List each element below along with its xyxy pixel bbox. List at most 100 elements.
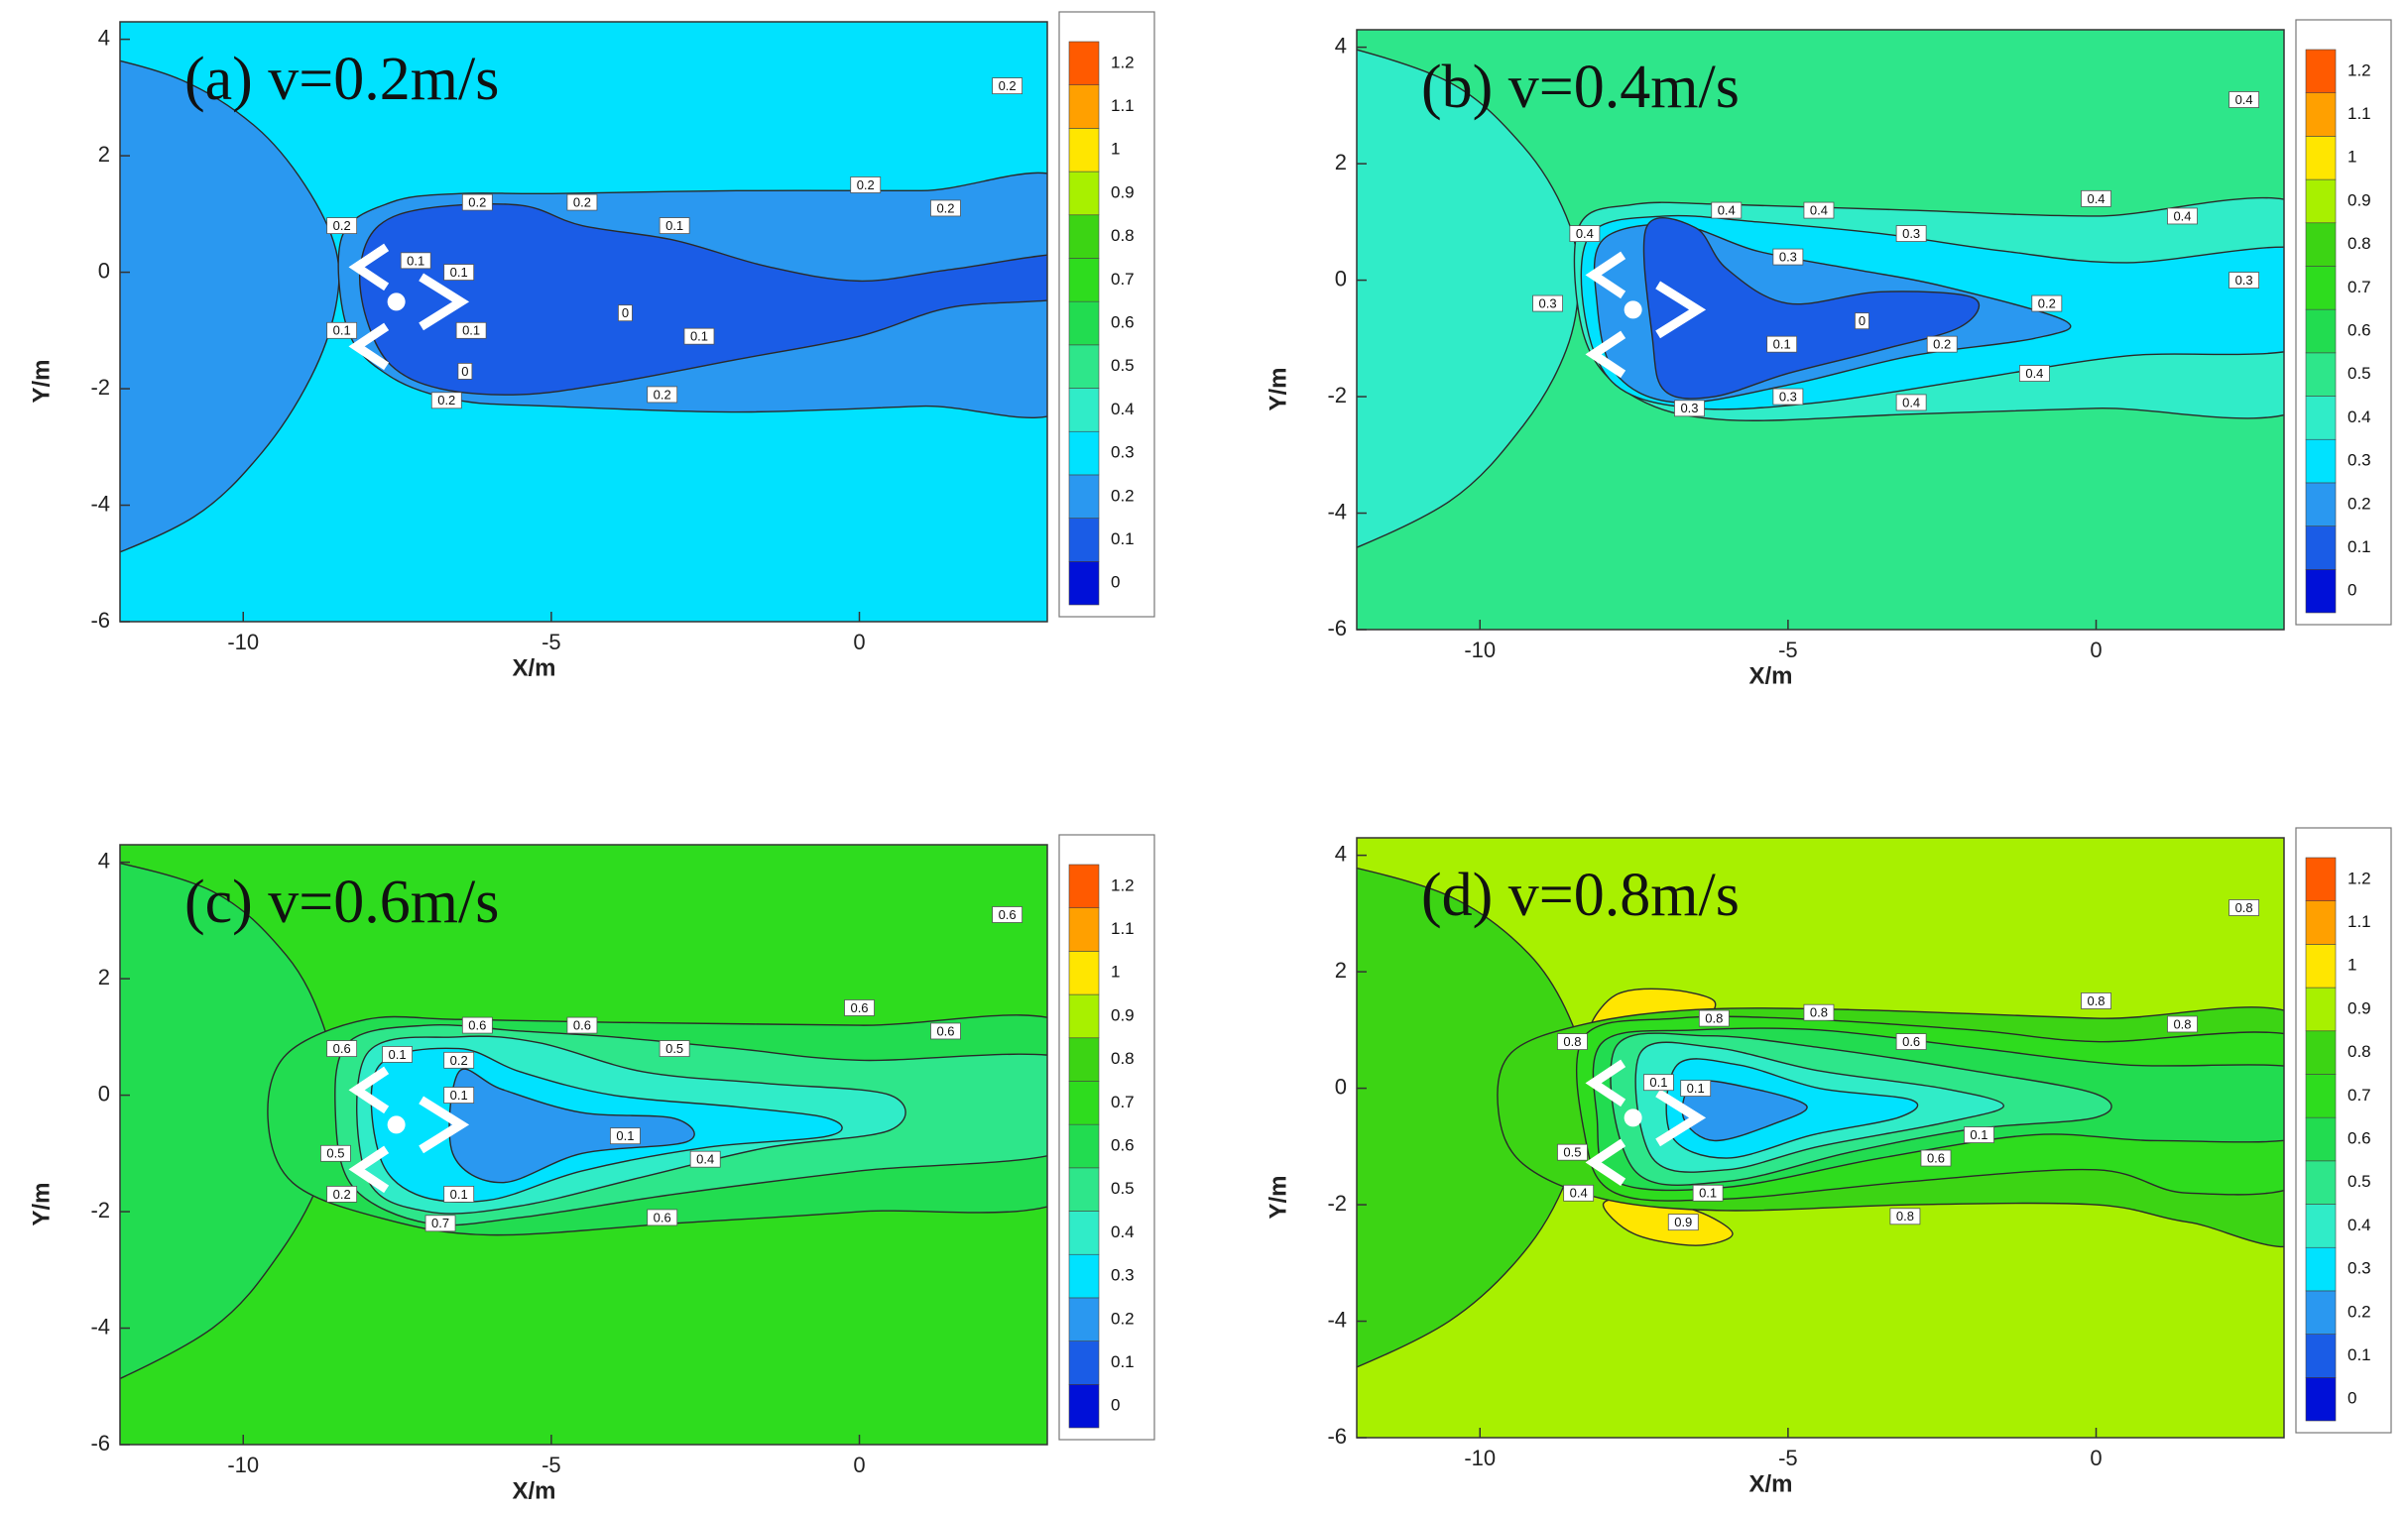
contour-label-box — [443, 264, 475, 281]
contour-label-box — [326, 1040, 358, 1057]
panel: 0.60.60.60.60.60.6 0.50.1 0.20.10.10.40.10… — [28, 834, 1155, 1504]
panel-title: (b) v=0.4m/s — [1421, 54, 1740, 121]
colorbar-label: 0.1 — [1111, 529, 1135, 548]
y-tick-label: 2 — [98, 965, 110, 990]
contour-label: 0.2 — [468, 195, 486, 210]
colorbar-label: 0.1 — [1111, 1352, 1135, 1371]
x-tick-label: -10 — [1464, 638, 1496, 662]
contour-label-box — [457, 363, 473, 380]
colorbar-label: 0.3 — [2348, 1259, 2371, 1278]
colorbar-label: 0 — [1111, 1396, 1120, 1415]
colorbar-label: 0.2 — [2348, 1302, 2371, 1321]
y-tick-label: -4 — [90, 491, 110, 516]
colorbar-swatch — [1068, 1253, 1100, 1299]
colorbar-swatch — [1068, 41, 1100, 85]
colorbar-swatch — [2305, 308, 2337, 354]
colorbar-label: 0.2 — [1111, 1309, 1135, 1328]
contour-label-box — [689, 1150, 721, 1168]
contour-label-box — [443, 1087, 475, 1104]
contour-label-box — [461, 193, 493, 211]
contour-label-box — [326, 1186, 358, 1203]
contour-label: 0.1 — [665, 218, 683, 233]
plot-area: 0.8 0.8 0.8 0.8 0.8 0.8 0.6 0.1 0.1 0.1 0.6 0.1 0.9 0… — [1357, 838, 2284, 1438]
colorbar-swatch — [2305, 1116, 2337, 1162]
contour-label-box — [424, 1215, 456, 1232]
plot-frame — [119, 21, 1048, 623]
x-axis-label: X/m — [1748, 1470, 1792, 1497]
colorbar-swatch — [1068, 214, 1100, 259]
structure-chevron — [1655, 281, 1707, 339]
x-tick-label: -5 — [1778, 638, 1798, 662]
contour-label-box — [1698, 1009, 1730, 1027]
contour-label: 0.1 — [1970, 1127, 1987, 1142]
contour-label: 0.3 — [1680, 401, 1698, 415]
contour-label-box — [659, 217, 690, 234]
contour-label-box — [443, 1186, 475, 1203]
contour-label: 0.6 — [468, 1018, 486, 1033]
structure-chevron — [348, 1066, 390, 1114]
contour-label: 0.1 — [1687, 1081, 1705, 1096]
plot-area: 0.60.60.60.60.60.6 0.50.1 0.20.10.10.40.10… — [120, 845, 1047, 1445]
colorbar-swatch — [2305, 396, 2337, 440]
contour-region — [1681, 1080, 1808, 1142]
contour-label-box — [1803, 1003, 1835, 1021]
contour-label: 0.4 — [2087, 191, 2105, 206]
colorbar-swatch — [2305, 525, 2337, 570]
contour-label-box — [992, 906, 1023, 923]
contour-label: 0.1 — [389, 1047, 407, 1062]
colorbar-swatch — [2305, 1377, 2337, 1422]
contour-region — [1357, 49, 1580, 548]
structure-chevron — [348, 322, 390, 371]
contour-label-box — [320, 1144, 351, 1162]
structure-chevron — [1585, 330, 1626, 379]
contour-label: 0.5 — [665, 1041, 683, 1056]
contour-label-box — [2228, 272, 2260, 289]
contour-label: 0.1 — [1773, 337, 1791, 352]
x-axis-label: X/m — [512, 1477, 555, 1504]
contour-label: 0.4 — [1576, 226, 1594, 241]
plot-area: 0.4 0.4 0.4 0.4 0.4 0.4 0.3 0.3 0.3 0.2 0 0.1 0.2 0.4… — [1357, 30, 2284, 630]
structure-pile — [1624, 300, 1642, 319]
y-tick-label: -2 — [1327, 383, 1347, 408]
colorbar-label: 0.1 — [2348, 1345, 2371, 1364]
colorbar-label: 0.8 — [2348, 234, 2371, 253]
contour-label: 0.8 — [1810, 1005, 1828, 1020]
contour-label-box — [400, 252, 431, 270]
contour-label-box — [1674, 400, 1705, 417]
colorbar-label: 0.2 — [2348, 494, 2371, 513]
contour-label-box — [1711, 201, 1743, 219]
colorbar-swatch — [1068, 907, 1100, 952]
structure-chevron — [348, 1145, 390, 1194]
colorbar-swatch — [1068, 84, 1100, 129]
contour-label: 0 — [1859, 313, 1866, 328]
contour-label-box — [992, 77, 1023, 95]
structure-chevron — [419, 273, 470, 331]
colorbar-label: 0.4 — [2348, 408, 2371, 426]
contour-label-box — [1920, 1149, 1952, 1167]
colorbar-swatch — [1068, 1340, 1100, 1385]
colorbar-swatch — [2305, 1160, 2337, 1205]
contour-label: 0 — [461, 364, 468, 379]
contour-label-box — [2228, 899, 2260, 916]
contour-label: 0.1 — [1649, 1075, 1667, 1090]
colorbar-swatch — [1068, 993, 1100, 1039]
colorbar-label: 1 — [1111, 963, 1120, 982]
contour-label-box — [2081, 189, 2111, 207]
y-tick-label: 4 — [1335, 33, 1347, 58]
contour-label-box — [647, 1209, 678, 1226]
contour-label-box — [2167, 207, 2198, 225]
colorbar-swatch — [2305, 178, 2337, 224]
colorbar-swatch — [2305, 49, 2337, 93]
y-tick-label: 2 — [1335, 150, 1347, 175]
contour-label: 0.8 — [2087, 993, 2105, 1008]
x-tick-label: -10 — [227, 630, 259, 654]
colorbar-label: 0.9 — [1111, 182, 1135, 201]
contour-label: 0.1 — [690, 329, 708, 344]
contour-region — [120, 59, 340, 553]
contour-label: 0.7 — [431, 1216, 449, 1230]
colorbar-label: 0.1 — [2348, 537, 2371, 556]
colorbar-swatch — [2305, 222, 2337, 267]
colorbar-swatch — [1068, 430, 1100, 476]
colorbar-swatch — [1068, 344, 1100, 389]
